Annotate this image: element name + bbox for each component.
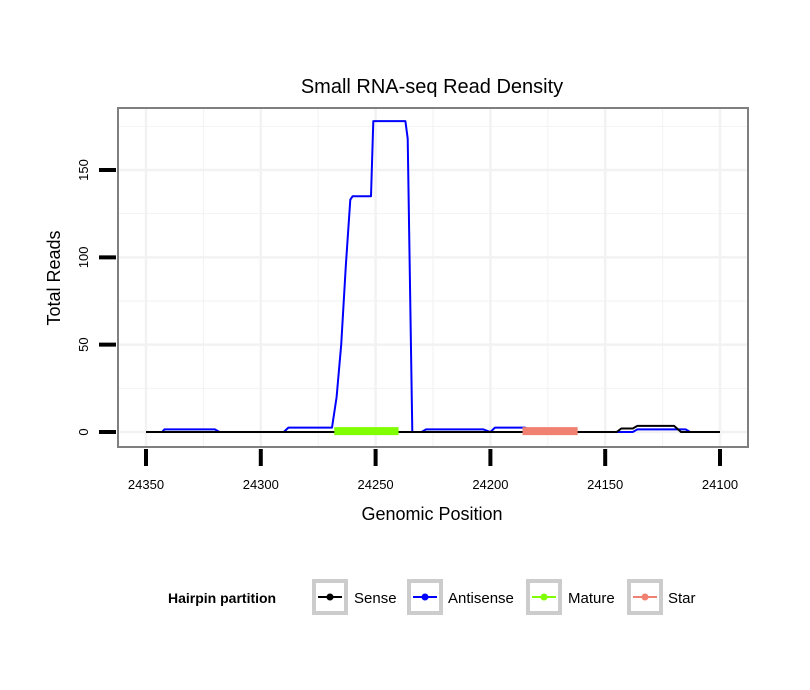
legend-label-sense: Sense bbox=[354, 590, 397, 607]
legend-item-star: Star bbox=[627, 579, 696, 615]
x-tick-label: 24150 bbox=[587, 477, 623, 492]
legend-title: Hairpin partition bbox=[168, 590, 276, 606]
legend-point-antisense bbox=[421, 593, 429, 601]
x-tick-label: 24200 bbox=[472, 477, 508, 492]
x-axis-label: Genomic Position bbox=[361, 504, 502, 524]
y-tick-label: 50 bbox=[76, 337, 91, 351]
grid-lines bbox=[119, 109, 747, 446]
legend-point-mature bbox=[540, 593, 548, 601]
x-tick-label: 24100 bbox=[702, 477, 738, 492]
y-tick-label: 100 bbox=[76, 246, 91, 268]
x-tick-label: 24250 bbox=[358, 477, 394, 492]
legend-label-antisense: Antisense bbox=[448, 590, 514, 607]
chart-title: Small RNA-seq Read Density bbox=[301, 76, 563, 98]
legend-point-star bbox=[641, 593, 649, 601]
legend-item-sense: Sense bbox=[312, 579, 397, 615]
x-tick-label: 24350 bbox=[128, 477, 164, 492]
legend-item-mature: Mature bbox=[526, 579, 615, 615]
x-axis: 24350 24300 24250 24200 24150 24100 bbox=[128, 449, 738, 492]
y-tick-label: 0 bbox=[76, 428, 91, 435]
y-axis: 0 50 100 150 bbox=[76, 159, 116, 436]
legend-label-mature: Mature bbox=[568, 590, 615, 607]
series-lines bbox=[146, 120, 720, 433]
y-axis-label: Total Reads bbox=[44, 230, 64, 325]
legend-label-star: Star bbox=[668, 590, 696, 607]
legend-point-sense bbox=[326, 593, 334, 601]
series-line-sense bbox=[146, 424, 720, 433]
legend-item-antisense: Antisense bbox=[407, 579, 514, 615]
x-tick-label: 24300 bbox=[243, 477, 279, 492]
y-tick-label: 150 bbox=[76, 159, 91, 181]
legend: Hairpin partition Sense Antisense Mature… bbox=[168, 579, 696, 615]
